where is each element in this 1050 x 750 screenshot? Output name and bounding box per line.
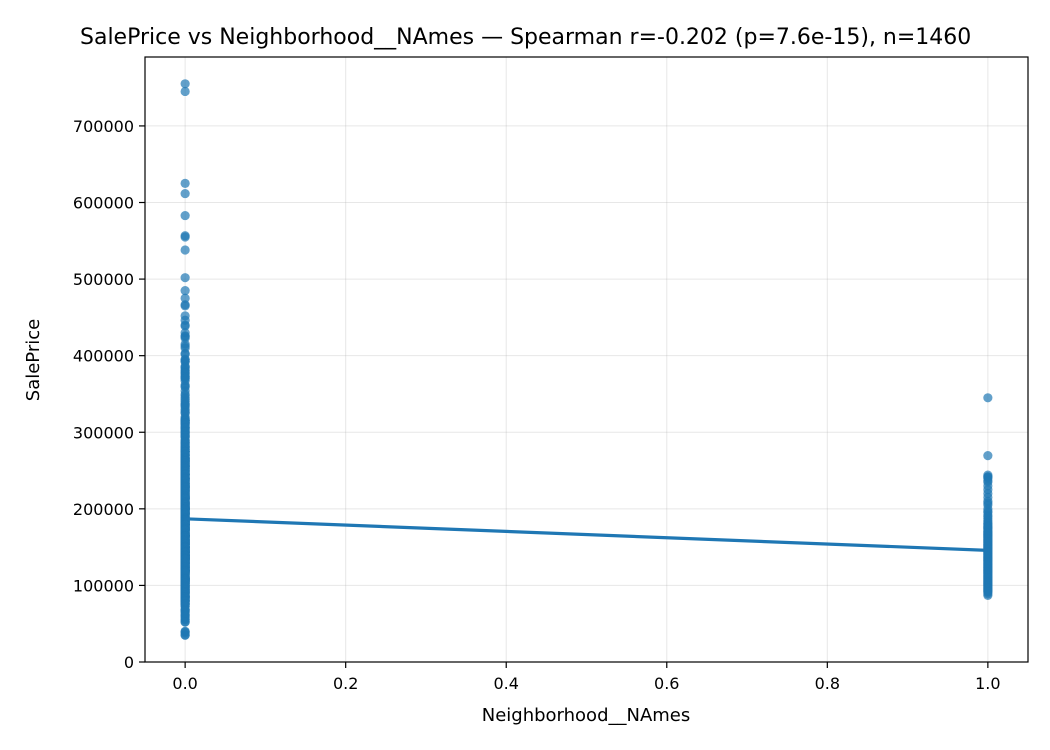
x-axis: 0.0 0.2 0.4 0.6 0.8 1.0 [172,662,1001,693]
data-point [983,393,993,403]
data-point [180,321,190,331]
x-tick-label: 1.0 [975,674,1000,693]
x-tick-label: 0.2 [333,674,358,693]
x-tick-label: 0.8 [815,674,840,693]
y-tick-label: 100000 [73,576,134,595]
data-point [180,273,190,283]
chart-title: SalePrice vs Neighborhood__NAmes — Spear… [80,25,971,50]
x-tick-label: 0.6 [654,674,679,693]
y-tick-label: 300000 [73,423,134,442]
data-point [180,630,190,640]
y-tick-label: 200000 [73,500,134,519]
grid-lines [145,57,1028,663]
data-point [983,451,993,461]
data-point [180,210,190,221]
y-axis-label: SalePrice [23,319,44,401]
y-tick-label: 500000 [73,270,134,289]
data-point [180,301,190,311]
data-point [180,79,190,89]
data-point [180,86,190,97]
y-axis: 0 100000 200000 300000 400000 500000 600000 700… [73,117,145,672]
plot-frame [144,56,1029,663]
x-axis-label: Neighborhood__NAmes [482,705,691,726]
y-tick-label: 0 [124,653,134,672]
data-point [180,188,190,199]
data-point [180,232,190,242]
x-tick-label: 0.4 [494,674,519,693]
data-points [180,79,993,640]
data-point [180,245,190,255]
y-tick-label: 400000 [73,347,134,366]
y-tick-label: 600000 [73,194,134,213]
data-point [180,617,190,627]
regression-line [185,517,988,552]
data-point [983,590,993,600]
data-point [180,293,190,303]
y-tick-label: 700000 [73,117,134,136]
x-tick-label: 0.0 [172,674,197,693]
data-point [180,285,190,296]
data-point [180,178,190,188]
